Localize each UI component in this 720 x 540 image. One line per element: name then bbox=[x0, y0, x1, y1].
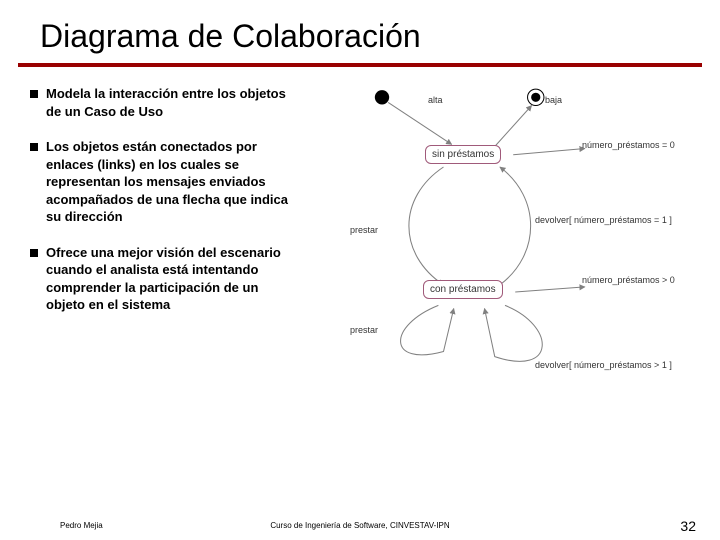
diagram-container: sin préstamos con préstamos alta baja nú… bbox=[300, 85, 710, 465]
final-state-inner-icon bbox=[531, 93, 540, 102]
edge-baja bbox=[495, 106, 532, 147]
list-item: Modela la interacción entre los objetos … bbox=[30, 85, 290, 120]
page-title: Diagrama de Colaboración bbox=[0, 0, 720, 63]
label-alta: alta bbox=[428, 95, 443, 105]
bullet-icon bbox=[30, 90, 38, 98]
bullet-list: Modela la interacción entre los objetos … bbox=[30, 85, 300, 465]
label-prestar-down: prestar bbox=[350, 225, 378, 235]
content-area: Modela la interacción entre los objetos … bbox=[0, 67, 720, 465]
footer-course: Curso de Ingeniería de Software, CINVEST… bbox=[0, 521, 720, 530]
state-con-prestamos: con préstamos bbox=[423, 280, 503, 299]
bullet-icon bbox=[30, 249, 38, 257]
footer-author: Pedro Mejia bbox=[60, 521, 103, 530]
edge-devolver-up bbox=[500, 167, 531, 285]
page-number: 32 bbox=[680, 518, 696, 534]
label-baja: baja bbox=[545, 95, 562, 105]
label-devolver-up: devolver[ número_préstamos = 1 ] bbox=[535, 215, 672, 225]
bullet-text: Los objetos están conectados por enlaces… bbox=[46, 138, 290, 226]
label-devolver-self: devolver[ número_préstamos > 1 ] bbox=[535, 360, 672, 370]
state-sin-prestamos: sin préstamos bbox=[425, 145, 501, 164]
edge-note-zero bbox=[513, 149, 585, 155]
bullet-icon bbox=[30, 143, 38, 151]
label-prestar-self: prestar bbox=[350, 325, 378, 335]
footer: Pedro Mejia Curso de Ingeniería de Softw… bbox=[0, 521, 720, 530]
edge-note-gtzero bbox=[515, 287, 585, 292]
label-num-gtzero: número_préstamos > 0 bbox=[582, 275, 675, 285]
edge-alta bbox=[388, 102, 452, 144]
list-item: Los objetos están conectados por enlaces… bbox=[30, 138, 290, 226]
edge-devolver-self bbox=[485, 305, 543, 361]
bullet-text: Modela la interacción entre los objetos … bbox=[46, 85, 290, 120]
edge-prestar-self bbox=[401, 305, 454, 354]
bullet-text: Ofrece una mejor visión del escenario cu… bbox=[46, 244, 290, 314]
edge-prestar-down bbox=[409, 167, 444, 285]
label-num-zero: número_préstamos = 0 bbox=[582, 140, 675, 150]
list-item: Ofrece una mejor visión del escenario cu… bbox=[30, 244, 290, 314]
initial-state-icon bbox=[375, 90, 389, 104]
